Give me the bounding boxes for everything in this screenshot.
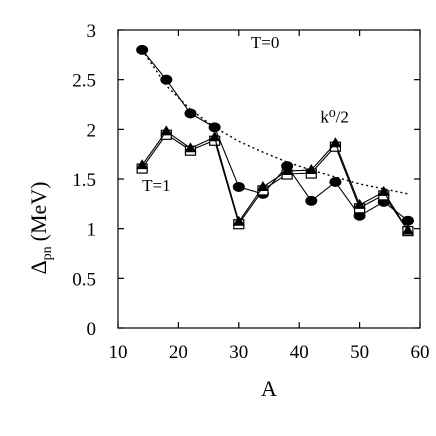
- y-axis-title-sub: pn: [40, 246, 55, 260]
- data-point-circle: [136, 44, 149, 55]
- data-point-triangle: [377, 185, 390, 196]
- plot-frame: 10 20 30 40 50 60 0 0.5 1 1.5 2 2.5 3: [72, 21, 429, 363]
- data-point-circle: [305, 195, 318, 206]
- series-triangle-filled: [136, 125, 414, 235]
- data-point-circle: [232, 181, 245, 192]
- y-tick-label: 2: [87, 120, 97, 141]
- series-line: [141, 130, 409, 231]
- y-tick-label: 0: [87, 319, 97, 340]
- data-point-triangle: [329, 137, 342, 148]
- data-point-circle: [184, 108, 197, 119]
- y-axis-title: Δpn (MeV): [26, 181, 55, 274]
- data-point-triangle: [232, 215, 245, 226]
- series-line: [141, 49, 409, 222]
- y-tick-label: 1.5: [72, 170, 96, 191]
- annotation-t0: T=0: [251, 33, 279, 52]
- annotation-k0-half: k⁰/2: [320, 107, 349, 126]
- data-point-triangle: [208, 131, 221, 142]
- x-tick-label: 40: [290, 342, 309, 363]
- y-tick-label: 3: [87, 21, 97, 42]
- y-axis-title-unit: (MeV): [26, 181, 51, 241]
- data-point-circle: [160, 74, 173, 85]
- series-line: [141, 133, 409, 232]
- data-point-triangle: [136, 159, 149, 170]
- x-tick-label: 30: [229, 342, 248, 363]
- y-tick-label: 1: [87, 220, 97, 241]
- data-point-triangle: [401, 224, 414, 235]
- series-circle-filled: [136, 44, 414, 226]
- data-point-triangle: [256, 180, 269, 191]
- x-tick-label: 60: [411, 342, 430, 363]
- y-axis-title-main: Δ: [26, 260, 51, 274]
- axis-titles: A Δpn (MeV): [26, 181, 277, 401]
- x-tick-label: 20: [169, 342, 188, 363]
- x-tick-label: 50: [350, 342, 369, 363]
- annotation-t1: T=1: [142, 176, 170, 195]
- data-point-circle: [401, 215, 414, 226]
- series-layer: [136, 44, 414, 237]
- data-point-triangle: [353, 198, 366, 209]
- y-axis-title-text: Δpn (MeV): [26, 181, 55, 274]
- y-tick-label: 0.5: [72, 269, 96, 290]
- series-square-open: [136, 129, 414, 237]
- data-point-circle: [208, 122, 221, 133]
- data-point-triangle: [160, 125, 173, 136]
- data-point-triangle: [281, 165, 294, 176]
- data-point-circle: [329, 176, 342, 187]
- y-tick-label: 2.5: [72, 71, 96, 92]
- series-line-dotted: [141, 49, 409, 195]
- x-axis-title: A: [261, 376, 277, 401]
- annotation-layer: T=0 k⁰/2 T=1: [142, 33, 349, 195]
- series-none: [141, 49, 409, 195]
- data-point-triangle: [184, 142, 197, 153]
- data-point-triangle: [305, 164, 318, 175]
- x-tick-label: 10: [109, 342, 128, 363]
